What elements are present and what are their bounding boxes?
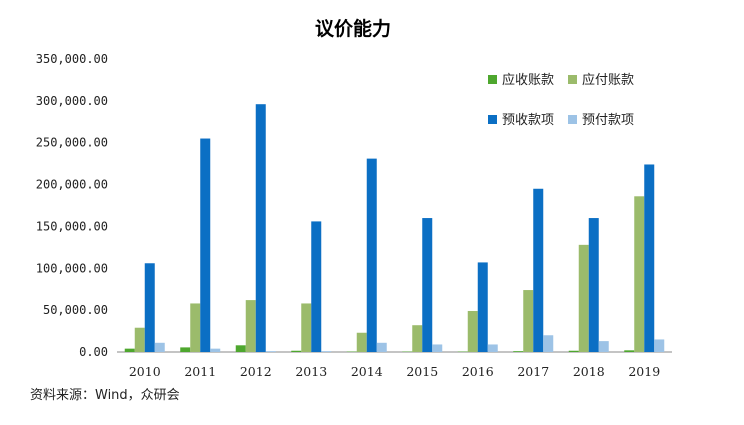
y-tick-label: 100,000.00	[36, 261, 108, 275]
bar-2018-series-1	[578, 244, 589, 352]
bar-2013-series-0	[291, 350, 302, 352]
bars-group	[124, 104, 665, 352]
bar-2011-series-2	[200, 138, 211, 352]
bar-2017-series-2	[533, 188, 544, 352]
legend-swatch	[488, 115, 497, 124]
bar-2017-series-0	[513, 351, 524, 352]
chart-title: 议价能力	[315, 17, 391, 40]
x-tick-label: 2013	[295, 364, 327, 379]
bar-2012-series-1	[245, 300, 256, 352]
bar-2011-series-3	[210, 348, 221, 352]
legend-label: 预收款项	[502, 113, 554, 128]
x-tick-label: 2017	[517, 364, 549, 379]
bar-chart: 议价能力 0.00 50,000.00 100,000.00 150,000.00 20…	[36, 17, 672, 379]
x-tick-label: 2019	[628, 364, 660, 379]
legend-label: 预付款项	[582, 113, 634, 128]
bar-2015-series-1	[412, 325, 423, 352]
bar-2017-series-3	[543, 335, 554, 352]
x-tick-label: 2014	[351, 364, 383, 379]
bar-2015-series-3	[432, 344, 443, 352]
y-axis-ticks: 0.00 50,000.00 100,000.00 150,000.00 200,000…	[36, 52, 108, 359]
bar-2018-series-2	[588, 218, 599, 352]
bar-2013-series-3	[321, 351, 332, 352]
legend-label: 应收账款	[502, 72, 554, 88]
x-tick-label: 2010	[129, 364, 161, 379]
legend-swatch	[568, 75, 577, 84]
bar-2013-series-2	[311, 221, 322, 352]
legend-label: 应付账款	[582, 72, 634, 88]
bar-2013-series-1	[301, 303, 312, 352]
bar-2010-series-1	[134, 327, 145, 352]
x-axis-ticks: 2010 2011 2012 2013 2014 2015 2016 2017 2018 2019	[129, 364, 660, 379]
bar-2011-series-0	[180, 347, 191, 352]
bar-2010-series-0	[124, 348, 135, 352]
legend-swatch	[488, 75, 497, 84]
bar-2014-series-3	[376, 342, 387, 352]
x-tick-label: 2015	[406, 364, 438, 379]
bar-2012-series-3	[265, 351, 276, 352]
bar-2010-series-2	[144, 263, 155, 352]
bar-2011-series-1	[190, 303, 201, 352]
y-tick-label: 0.00	[79, 345, 108, 359]
bar-2014-series-2	[366, 158, 377, 352]
y-tick-label: 200,000.00	[36, 178, 108, 192]
x-tick-label: 2011	[184, 364, 216, 379]
bar-2019-series-2	[644, 164, 655, 352]
y-tick-label: 350,000.00	[36, 52, 108, 66]
bar-2014-series-1	[356, 332, 367, 352]
bar-2018-series-3	[598, 341, 609, 352]
bar-2018-series-0	[568, 350, 579, 352]
y-tick-label: 300,000.00	[36, 94, 108, 108]
legend-swatch	[568, 115, 577, 124]
bar-2015-series-2	[422, 218, 433, 352]
bar-2017-series-1	[523, 290, 534, 352]
x-tick-label: 2012	[240, 364, 272, 379]
bar-2016-series-3	[487, 344, 498, 352]
bar-2010-series-3	[154, 342, 165, 352]
bar-2016-series-1	[467, 310, 478, 352]
bar-2019-series-0	[624, 350, 635, 352]
bar-2019-series-3	[654, 339, 665, 352]
y-tick-label: 250,000.00	[36, 136, 108, 150]
source-note: 资料来源：Wind，众研会	[30, 388, 180, 403]
bar-2012-series-0	[235, 345, 246, 352]
y-tick-label: 150,000.00	[36, 219, 108, 233]
x-tick-label: 2016	[462, 364, 494, 379]
x-tick-label: 2018	[573, 364, 605, 379]
bar-2012-series-2	[255, 104, 266, 352]
bar-2016-series-2	[477, 262, 488, 352]
bar-2019-series-1	[634, 196, 645, 352]
y-tick-label: 50,000.00	[43, 303, 108, 317]
